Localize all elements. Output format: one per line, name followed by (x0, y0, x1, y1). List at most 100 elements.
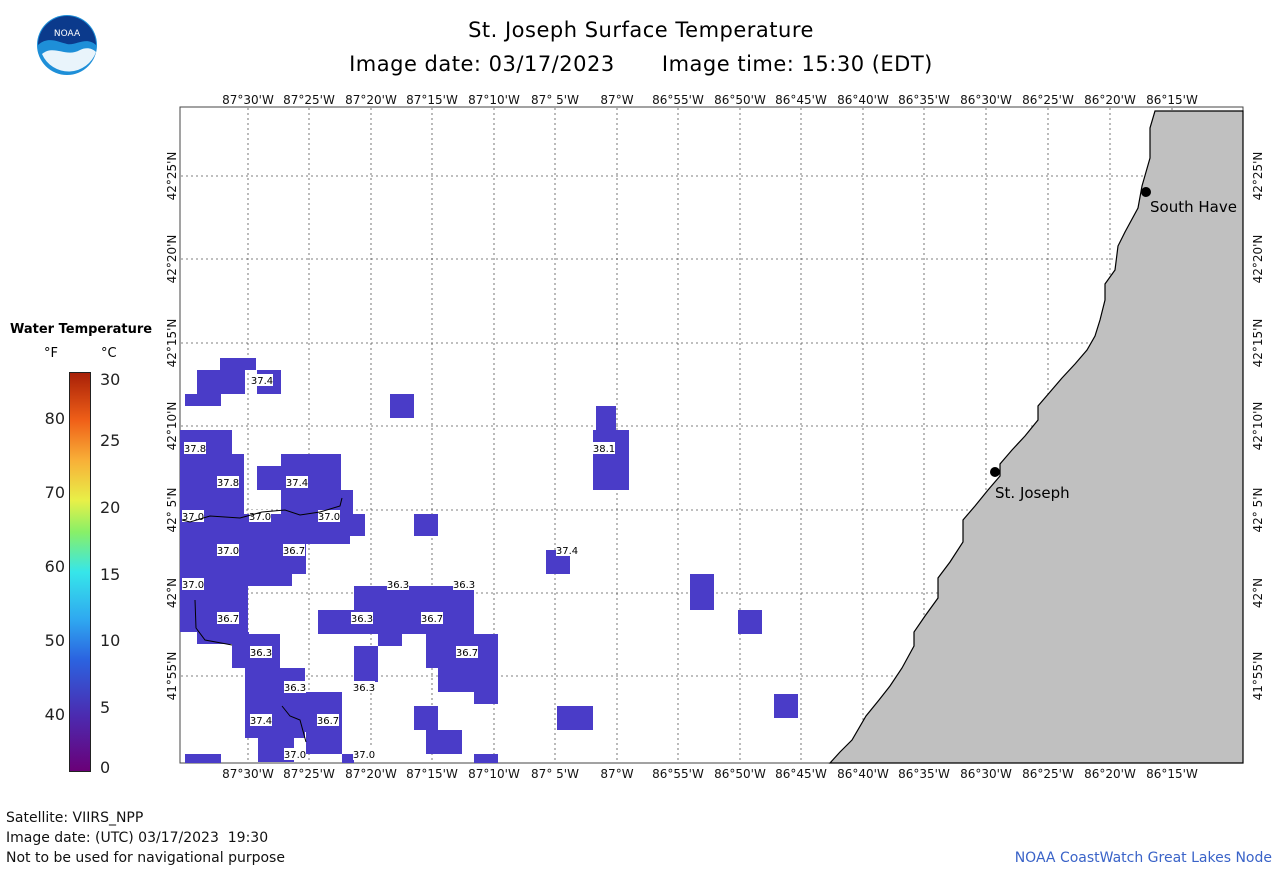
temp-label-bg (387, 578, 409, 590)
lon-label-top: 86°50'W (714, 93, 766, 107)
lat-label-left: 42°15'N (165, 319, 179, 368)
temp-label-bg (182, 578, 204, 590)
temp-label-bg (249, 510, 271, 522)
temp-label-bg (217, 612, 239, 624)
lon-label-bottom: 87°W (600, 767, 633, 781)
longitude-labels-bottom: 87°30'W 87°25'W 87°20'W 87°15'W 87°10'W 87° 5… (222, 767, 1198, 781)
lon-label-bottom: 86°40'W (837, 767, 889, 781)
f-tick: 60 (44, 557, 65, 576)
temp-label: 37.4 (556, 546, 578, 557)
lon-label-top: 87° 5'W (531, 93, 579, 107)
temp-cell (220, 358, 256, 370)
utc-date: Image date: (UTC) 03/17/2023 19:30 (6, 830, 269, 846)
temp-label: 36.3 (453, 580, 475, 591)
city-marker (1141, 187, 1151, 197)
legend-unit-fahrenheit: °F (44, 346, 58, 361)
lat-label-right: 42°25'N (1251, 152, 1265, 201)
temp-label: 37.0 (182, 512, 204, 523)
temp-label-bg (217, 476, 239, 488)
temp-label: 37.0 (353, 750, 375, 761)
c-tick: 15 (100, 565, 121, 584)
lon-label-bottom: 87° 5'W (531, 767, 579, 781)
noaa-logo: NOAA (37, 15, 97, 75)
temp-cell (690, 574, 714, 610)
temp-label-bg (250, 646, 272, 658)
temp-cell (341, 490, 353, 514)
c-tick: 10 (100, 631, 121, 650)
lon-label-top: 86°45'W (775, 93, 827, 107)
temp-cell (596, 406, 616, 430)
temp-cell (257, 466, 281, 490)
map-title: St. Joseph Surface Temperature (468, 18, 814, 42)
temp-label-bg (318, 510, 340, 522)
lon-label-bottom: 87°30'W (222, 767, 274, 781)
temp-label: 37.4 (286, 478, 308, 489)
temp-cell (474, 754, 498, 763)
temp-label-bg (556, 544, 578, 556)
disclaimer: Not to be used for navigational purpose (6, 850, 285, 866)
lon-label-top: 87°20'W (345, 93, 397, 107)
temp-label: 36.7 (421, 614, 443, 625)
temp-cell (180, 574, 292, 586)
latitude-labels-right: 42°25'N 42°20'N 42°15'N 42°10'N 42° 5'N 42°N 4… (1251, 152, 1265, 701)
temp-label: 38.1 (593, 444, 615, 455)
temp-label-bg (184, 442, 206, 454)
temp-cell (185, 754, 221, 763)
credit-link[interactable]: NOAA CoastWatch Great Lakes Node (1014, 850, 1272, 866)
f-tick: 70 (44, 483, 65, 502)
temp-label: 37.0 (217, 546, 239, 557)
temp-label: 37.8 (184, 444, 206, 455)
lon-label-bottom: 87°25'W (283, 767, 335, 781)
lon-label-bottom: 87°15'W (406, 767, 458, 781)
shoreline-west (181, 497, 343, 743)
temp-cell (426, 730, 462, 754)
lon-label-bottom: 87°20'W (345, 767, 397, 781)
lon-label-top: 87°W (600, 93, 633, 107)
lon-label-bottom: 86°20'W (1084, 767, 1136, 781)
temp-label: 37.0 (318, 512, 340, 523)
temp-label-bg (286, 476, 308, 488)
temp-label: 37.4 (250, 716, 272, 727)
temp-label-bg (593, 442, 615, 454)
temp-label: 36.3 (387, 580, 409, 591)
temp-cell (306, 732, 342, 754)
legend-unit-celsius: °C (101, 346, 117, 361)
lat-label-right: 42°20'N (1251, 235, 1265, 284)
lon-label-bottom: 86°30'W (960, 767, 1012, 781)
temp-label: 37.0 (249, 512, 271, 523)
temp-label-bg (353, 681, 375, 693)
lat-label-right: 42°N (1251, 578, 1265, 608)
temp-label-bg (421, 612, 443, 624)
temp-label: 36.3 (284, 683, 306, 694)
temp-cell (557, 706, 593, 730)
legend-title: Water Temperature (10, 322, 153, 337)
f-tick: 80 (44, 409, 65, 428)
temp-label: 37.0 (182, 580, 204, 591)
temp-cell (318, 610, 354, 634)
color-scale-bar (69, 372, 91, 772)
lat-label-left: 42°25'N (165, 152, 179, 201)
temp-label-bg (353, 748, 375, 760)
lon-label-bottom: 87°10'W (468, 767, 520, 781)
temp-label-bg (453, 578, 475, 590)
lat-label-left: 42°N (165, 578, 179, 608)
lon-label-top: 86°30'W (960, 93, 1012, 107)
latitude-labels-left: 42°25'N 42°20'N 42°15'N 42°10'N 42° 5'N 42°N 4… (165, 152, 179, 701)
city-label: South Have (1150, 198, 1237, 216)
f-tick: 50 (44, 631, 65, 650)
temp-label-bg (284, 681, 306, 693)
temp-cell (185, 394, 221, 406)
temp-label: 37.0 (284, 750, 306, 761)
c-tick: 25 (100, 431, 121, 450)
c-tick: 30 (100, 370, 121, 389)
c-tick: 20 (100, 498, 121, 517)
temp-cell (390, 394, 414, 418)
image-date: Image date: 03/17/2023 (349, 52, 615, 76)
temp-label-bg (284, 748, 306, 760)
temp-label: 36.3 (250, 648, 272, 659)
lon-label-top: 87°25'W (283, 93, 335, 107)
temp-label-bg (283, 544, 305, 556)
lat-label-right: 42° 5'N (1251, 488, 1265, 533)
temp-label-bg (456, 646, 478, 658)
